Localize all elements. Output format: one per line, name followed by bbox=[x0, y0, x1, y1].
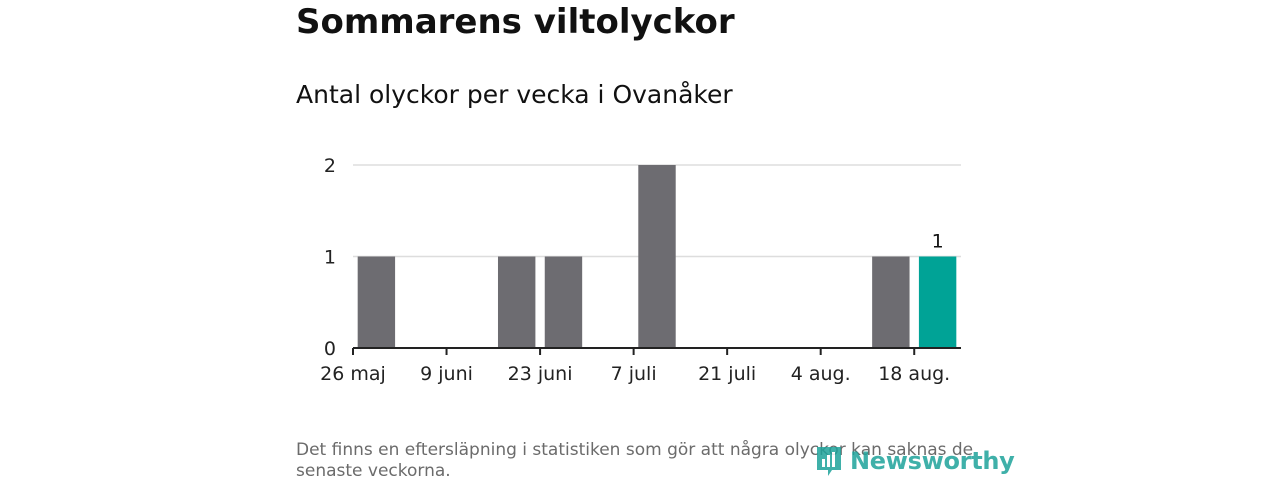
x-tick-label: 23 juni bbox=[508, 363, 573, 385]
x-tick-label: 21 juli bbox=[698, 363, 756, 385]
bar bbox=[638, 165, 676, 348]
x-tick-label: 4 aug. bbox=[791, 363, 851, 385]
y-tick-label: 0 bbox=[324, 338, 336, 360]
data-label: 1 bbox=[932, 231, 944, 253]
bar bbox=[357, 256, 396, 348]
bar bbox=[872, 256, 910, 348]
bar-highlighted bbox=[918, 256, 957, 348]
newsworthy-logo-text: Newsworthy bbox=[850, 447, 1015, 475]
bar bbox=[497, 256, 536, 348]
footnote: Det finns en eftersläpning i statistiken… bbox=[296, 440, 974, 481]
chart-title: Sommarens viltolyckor bbox=[296, 2, 735, 42]
x-tick-label: 18 aug. bbox=[878, 363, 950, 385]
newsworthy-logo-icon bbox=[817, 447, 841, 476]
x-tick-label: 9 juni bbox=[420, 363, 473, 385]
bar bbox=[544, 256, 583, 348]
newsworthy-logo: Newsworthy bbox=[814, 444, 1015, 478]
x-tick-label: 7 juli bbox=[611, 363, 657, 385]
x-tick-label: 26 maj bbox=[320, 363, 386, 385]
y-tick-label: 2 bbox=[324, 155, 336, 177]
chart-subtitle: Antal olyckor per vecka i Ovanåker bbox=[296, 80, 733, 109]
y-tick-label: 1 bbox=[324, 247, 336, 269]
